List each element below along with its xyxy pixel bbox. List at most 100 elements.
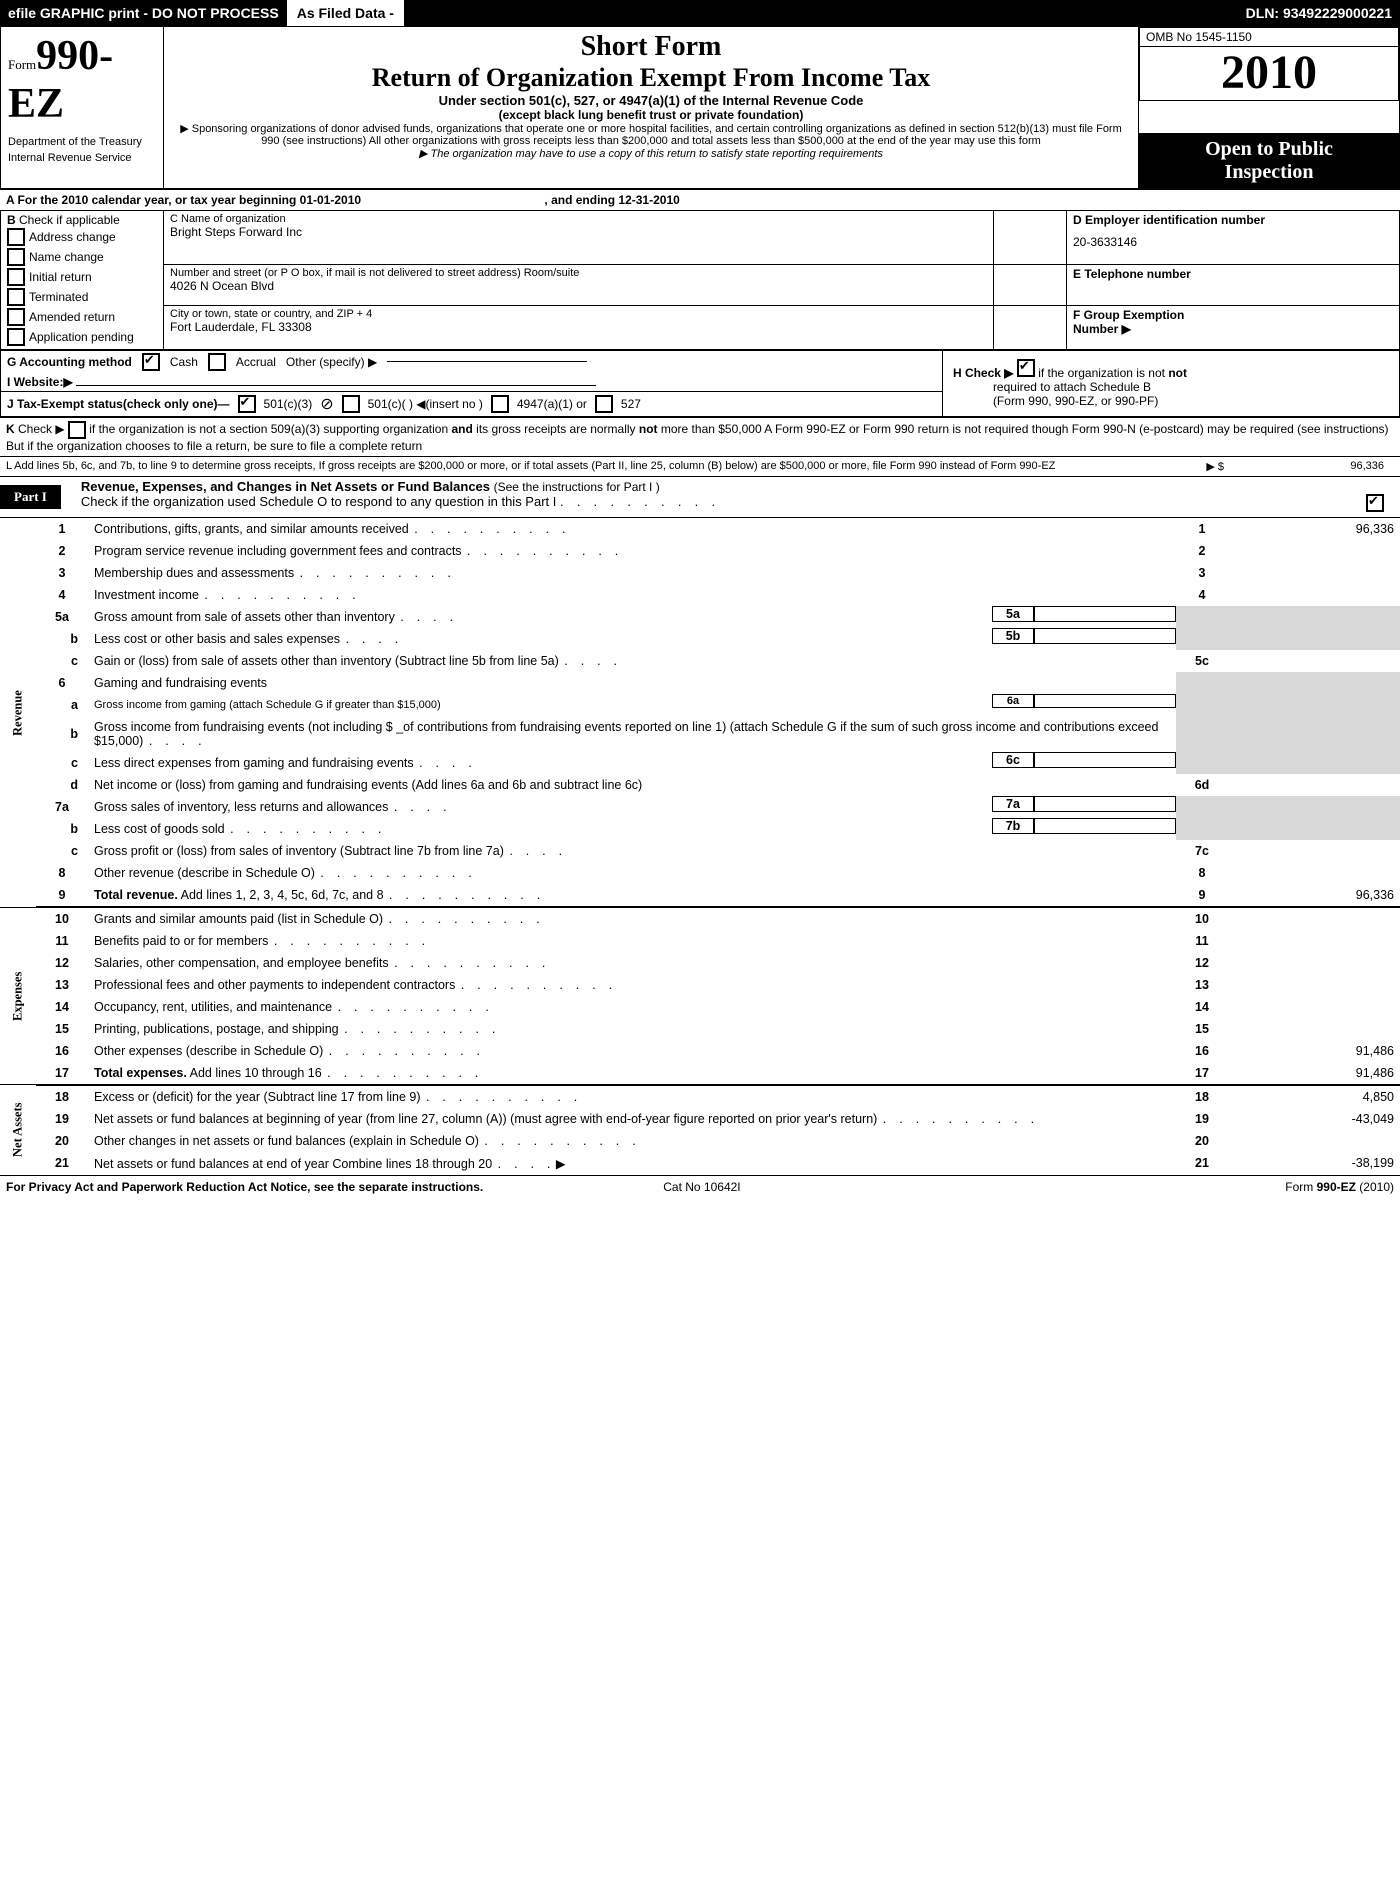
initial-return-checkbox[interactable]	[7, 268, 25, 286]
row-9-num: 9	[36, 884, 88, 907]
line-a-ending: , and ending 12-31-2010	[544, 193, 679, 207]
cash-checkbox[interactable]	[142, 353, 160, 371]
4947-label: 4947(a)(1) or	[517, 397, 587, 411]
amended-return-checkbox[interactable]	[7, 308, 25, 326]
row-19-num: 19	[36, 1108, 88, 1130]
line-k: K Check ▶ if the organization is not a s…	[0, 417, 1400, 456]
row-12-num: 12	[36, 952, 88, 974]
row-17-num: 17	[36, 1062, 88, 1085]
e-label: E Telephone number	[1073, 267, 1393, 281]
row-21-text: Net assets or fund balances at end of ye…	[88, 1152, 1176, 1175]
app-pending-label: Application pending	[29, 330, 134, 344]
header-note-2: ▶ The organization may have to use a cop…	[170, 147, 1132, 160]
j-label: J Tax-Exempt status(check only one)—	[7, 397, 230, 411]
d-label: D Employer identification number	[1073, 213, 1393, 227]
row-5c-num: c	[36, 650, 88, 672]
k-checkbox[interactable]	[68, 421, 86, 439]
grey-7	[1176, 796, 1228, 840]
row-2-amt-label: 2	[1176, 540, 1228, 562]
row-2-num: 2	[36, 540, 88, 562]
row-12-amt	[1228, 952, 1400, 974]
l-value: 96,336	[1224, 460, 1394, 473]
other-label: Other (specify) ▶	[286, 355, 377, 369]
row-21-num: 21	[36, 1152, 88, 1175]
form-label-small: Form	[8, 57, 36, 72]
row-5a-box-label: 5a	[992, 606, 1034, 622]
row-7a-box-val	[1034, 796, 1176, 812]
row-1-amt-label: 1	[1176, 518, 1228, 540]
row-20-num: 20	[36, 1130, 88, 1152]
dept-treasury: Department of the Treasury	[2, 134, 162, 150]
h-text4: (Form 990, 990-EZ, or 990-PF)	[953, 394, 1158, 408]
h-text2: if the organization is not	[1038, 366, 1165, 380]
accrual-checkbox[interactable]	[208, 353, 226, 371]
row-7b-num: b	[36, 818, 88, 840]
row-17-text: Total expenses. Add lines 10 through 16	[88, 1062, 1176, 1085]
schedule-o-checkbox[interactable]	[1366, 494, 1384, 512]
row-18-amt: 4,850	[1228, 1085, 1400, 1108]
dln-text: DLN: 93492229000221	[1238, 5, 1400, 21]
row-14-amt	[1228, 996, 1400, 1018]
h-checkbox[interactable]	[1017, 359, 1035, 377]
address-change-label: Address change	[29, 230, 116, 244]
row-3-amt	[1228, 562, 1400, 584]
k-text: if the organization is not a section 509…	[6, 422, 1389, 453]
row-7b-box-val	[1034, 818, 1176, 834]
row-16-amt: 91,486	[1228, 1040, 1400, 1062]
row-20-amt	[1228, 1130, 1400, 1152]
street-value: 4026 N Ocean Blvd	[170, 279, 987, 293]
subtitle-2: (except black lung benefit trust or priv…	[170, 108, 1132, 122]
line-l: L Add lines 5b, 6c, and 7b, to line 9 to…	[0, 456, 1400, 476]
row-16-num: 16	[36, 1040, 88, 1062]
row-15-text: Printing, publications, postage, and shi…	[88, 1018, 1176, 1040]
row-15-amt	[1228, 1018, 1400, 1040]
efile-text: efile GRAPHIC print - DO NOT PROCESS	[0, 5, 287, 21]
ghij-table: G Accounting method Cash Accrual Other (…	[0, 350, 1400, 417]
address-change-checkbox[interactable]	[7, 228, 25, 246]
row-6a-text: Gross income from gaming (attach Schedul…	[88, 694, 1176, 716]
h-text1: H Check ▶	[953, 366, 1014, 380]
row-2-text: Program service revenue including govern…	[88, 540, 1176, 562]
row-7c-num: c	[36, 840, 88, 862]
527-label: 527	[621, 397, 641, 411]
row-10-amt	[1228, 907, 1400, 930]
row-13-amt-label: 13	[1176, 974, 1228, 996]
row-20-text: Other changes in net assets or fund bala…	[88, 1130, 1176, 1152]
footer-cat: Cat No 10642I	[663, 1180, 740, 1194]
row-6-text: Gaming and fundraising events	[88, 672, 1176, 694]
app-pending-checkbox[interactable]	[7, 328, 25, 346]
row-21-amt: -38,199	[1228, 1152, 1400, 1175]
row-8-text: Other revenue (describe in Schedule O)	[88, 862, 1176, 884]
4947-checkbox[interactable]	[491, 395, 509, 413]
row-13-text: Professional fees and other payments to …	[88, 974, 1176, 996]
row-14-num: 14	[36, 996, 88, 1018]
cash-label: Cash	[170, 355, 198, 369]
i-label: I Website:▶	[7, 375, 73, 389]
part1-header: Part I Revenue, Expenses, and Changes in…	[0, 476, 1400, 518]
row-11-amt-label: 11	[1176, 930, 1228, 952]
tax-year: 2010	[1140, 47, 1399, 101]
name-change-checkbox[interactable]	[7, 248, 25, 266]
top-bar: efile GRAPHIC print - DO NOT PROCESS As …	[0, 0, 1400, 26]
line-a-text: A For the 2010 calendar year, or tax yea…	[6, 193, 361, 207]
501c-checkbox[interactable]	[342, 395, 360, 413]
501c3-checkbox[interactable]	[238, 395, 256, 413]
row-12-amt-label: 12	[1176, 952, 1228, 974]
ein-value: 20-3633146	[1073, 227, 1393, 249]
b-label: B	[7, 213, 16, 227]
footer: For Privacy Act and Paperwork Reduction …	[0, 1175, 1400, 1198]
row-2-amt	[1228, 540, 1400, 562]
row-5c-amt	[1228, 650, 1400, 672]
527-checkbox[interactable]	[595, 395, 613, 413]
line-a: A For the 2010 calendar year, or tax yea…	[0, 189, 1400, 210]
row-8-num: 8	[36, 862, 88, 884]
form-header: Form990-EZ Short Form Return of Organiza…	[0, 26, 1400, 189]
row-3-num: 3	[36, 562, 88, 584]
row-13-num: 13	[36, 974, 88, 996]
info-table: B Check if applicable Address change Nam…	[0, 210, 1400, 350]
row-14-text: Occupancy, rent, utilities, and maintena…	[88, 996, 1176, 1018]
line-g: G Accounting method Cash Accrual Other (…	[7, 353, 936, 371]
part1-scho: Check if the organization used Schedule …	[71, 494, 557, 509]
terminated-checkbox[interactable]	[7, 288, 25, 306]
row-18-amt-label: 18	[1176, 1085, 1228, 1108]
